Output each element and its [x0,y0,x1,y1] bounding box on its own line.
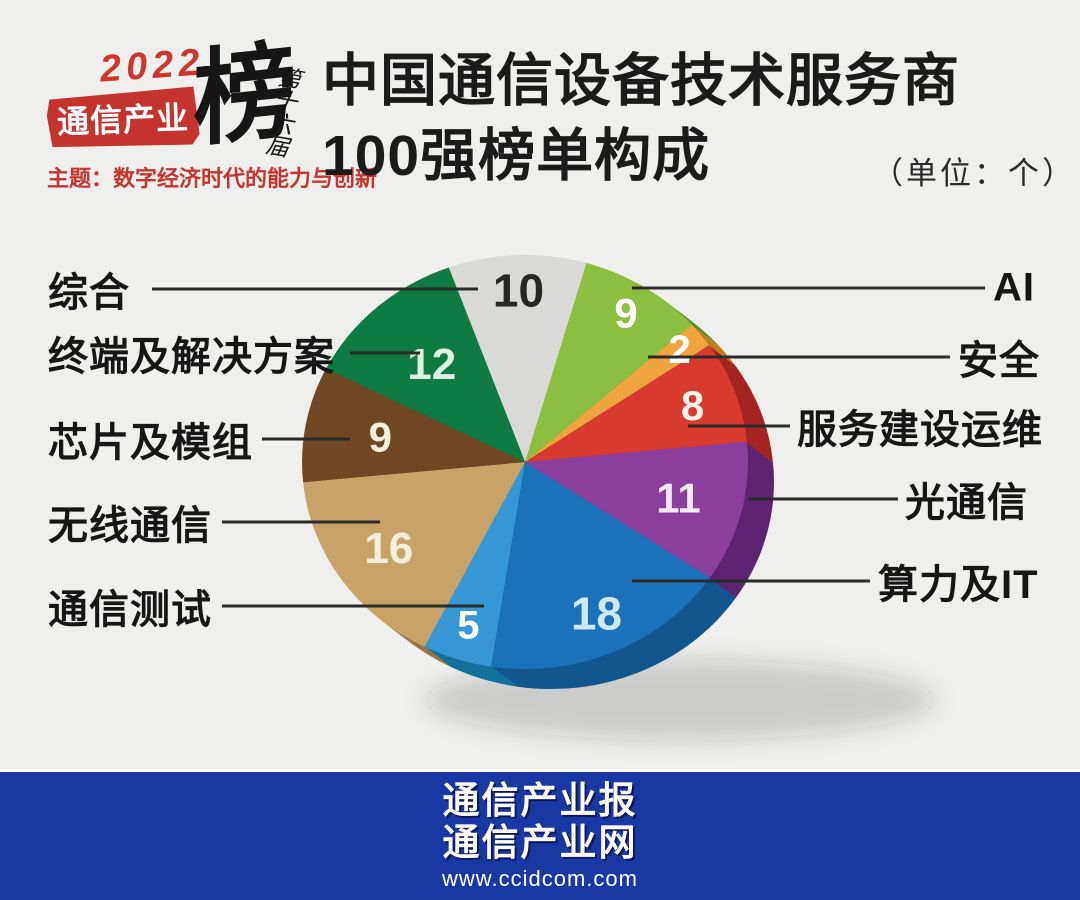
pie-slice-optical-comm [525,441,748,578]
pie-slice-ai [525,263,692,462]
pie-slice-computing-it [490,462,710,670]
footer-bar: 通信产业报 通信产业网 www.ccidcom.com [0,769,1080,900]
pie-slice-service-build-ops [525,345,747,462]
pie-slice-security [525,324,709,462]
page-title-line1: 中国通信设备技术服务商 [322,49,960,113]
callout-label-terminals-solutions: 终端及解决方案 [48,335,335,379]
pie-value-chips-modules: 9 [369,413,392,460]
footer-paper-name: 通信产业报 [442,780,638,822]
pie-slice-terminals-solutions [326,267,525,462]
callout-label-comprehensive: 综合 [48,271,130,315]
callout-label-computing-it: 算力及IT [878,563,1039,607]
pie-value-terminals-solutions: 12 [407,340,456,389]
footer-url: www.ccidcom.com [442,865,638,891]
unit-note: （单位：个） [872,156,1076,192]
callout-label-chips-modules: 芯片及模组 [48,421,253,465]
pie-value-security: 2 [668,328,690,372]
callout-label-comm-testing: 通信测试 [48,588,212,632]
page-title: 中国通信设备技术服务商 100强榜单构成 [322,44,960,194]
brand-logo: 2022 通信产业 榜 第十六届 主题：数字经济时代的能力与创新 [45,27,377,200]
callout-label-wireless-comm: 无线通信 [48,504,212,548]
pie-value-wireless-comm: 16 [364,524,413,573]
callout-label-security: 安全 [958,339,1040,383]
footer-site-name: 通信产业网 [442,821,638,863]
page-title-line2: 100强榜单构成 [322,124,711,189]
pie-value-optical-comm: 11 [656,475,700,522]
pie-slice-comprehensive [448,254,587,462]
pie-value-comm-testing: 5 [457,604,479,648]
pie-slice-chips-modules [302,368,525,483]
pie-value-service-build-ops: 8 [681,382,704,429]
pie-slice-comm-testing [424,462,525,667]
logo-theme-line: 主题：数字经济时代的能力与创新 [47,166,378,191]
callout-label-optical-comm: 光通信 [905,481,1028,525]
callout-label-ai: AI [993,265,1035,310]
pie-slice-wireless-comm [303,462,525,647]
pie-value-computing-it: 18 [571,588,622,640]
callout-label-service-build-ops: 服务建设运维 [797,408,1043,452]
pie-value-comprehensive: 10 [493,264,544,316]
pie-value-ai: 9 [614,290,637,337]
